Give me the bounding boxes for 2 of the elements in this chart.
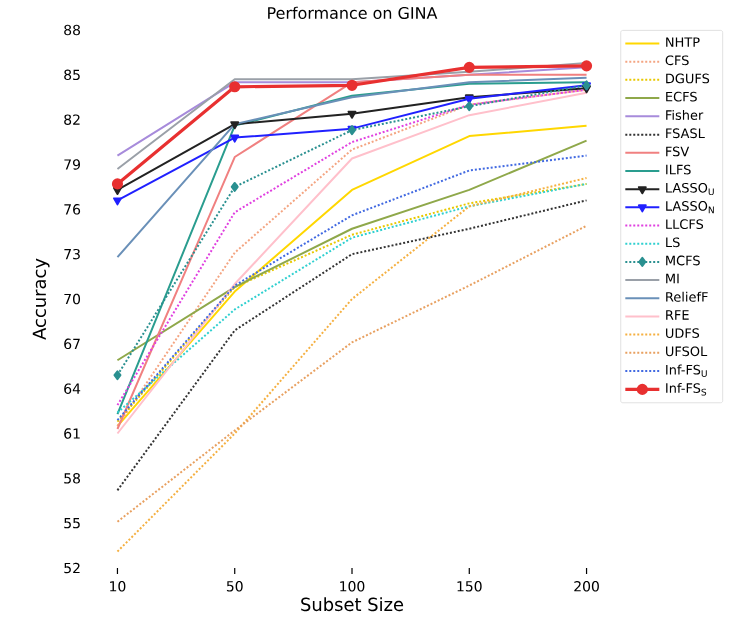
x-axis-title: Subset Size <box>301 597 404 612</box>
y-axis-title: Accuracy <box>32 258 50 340</box>
